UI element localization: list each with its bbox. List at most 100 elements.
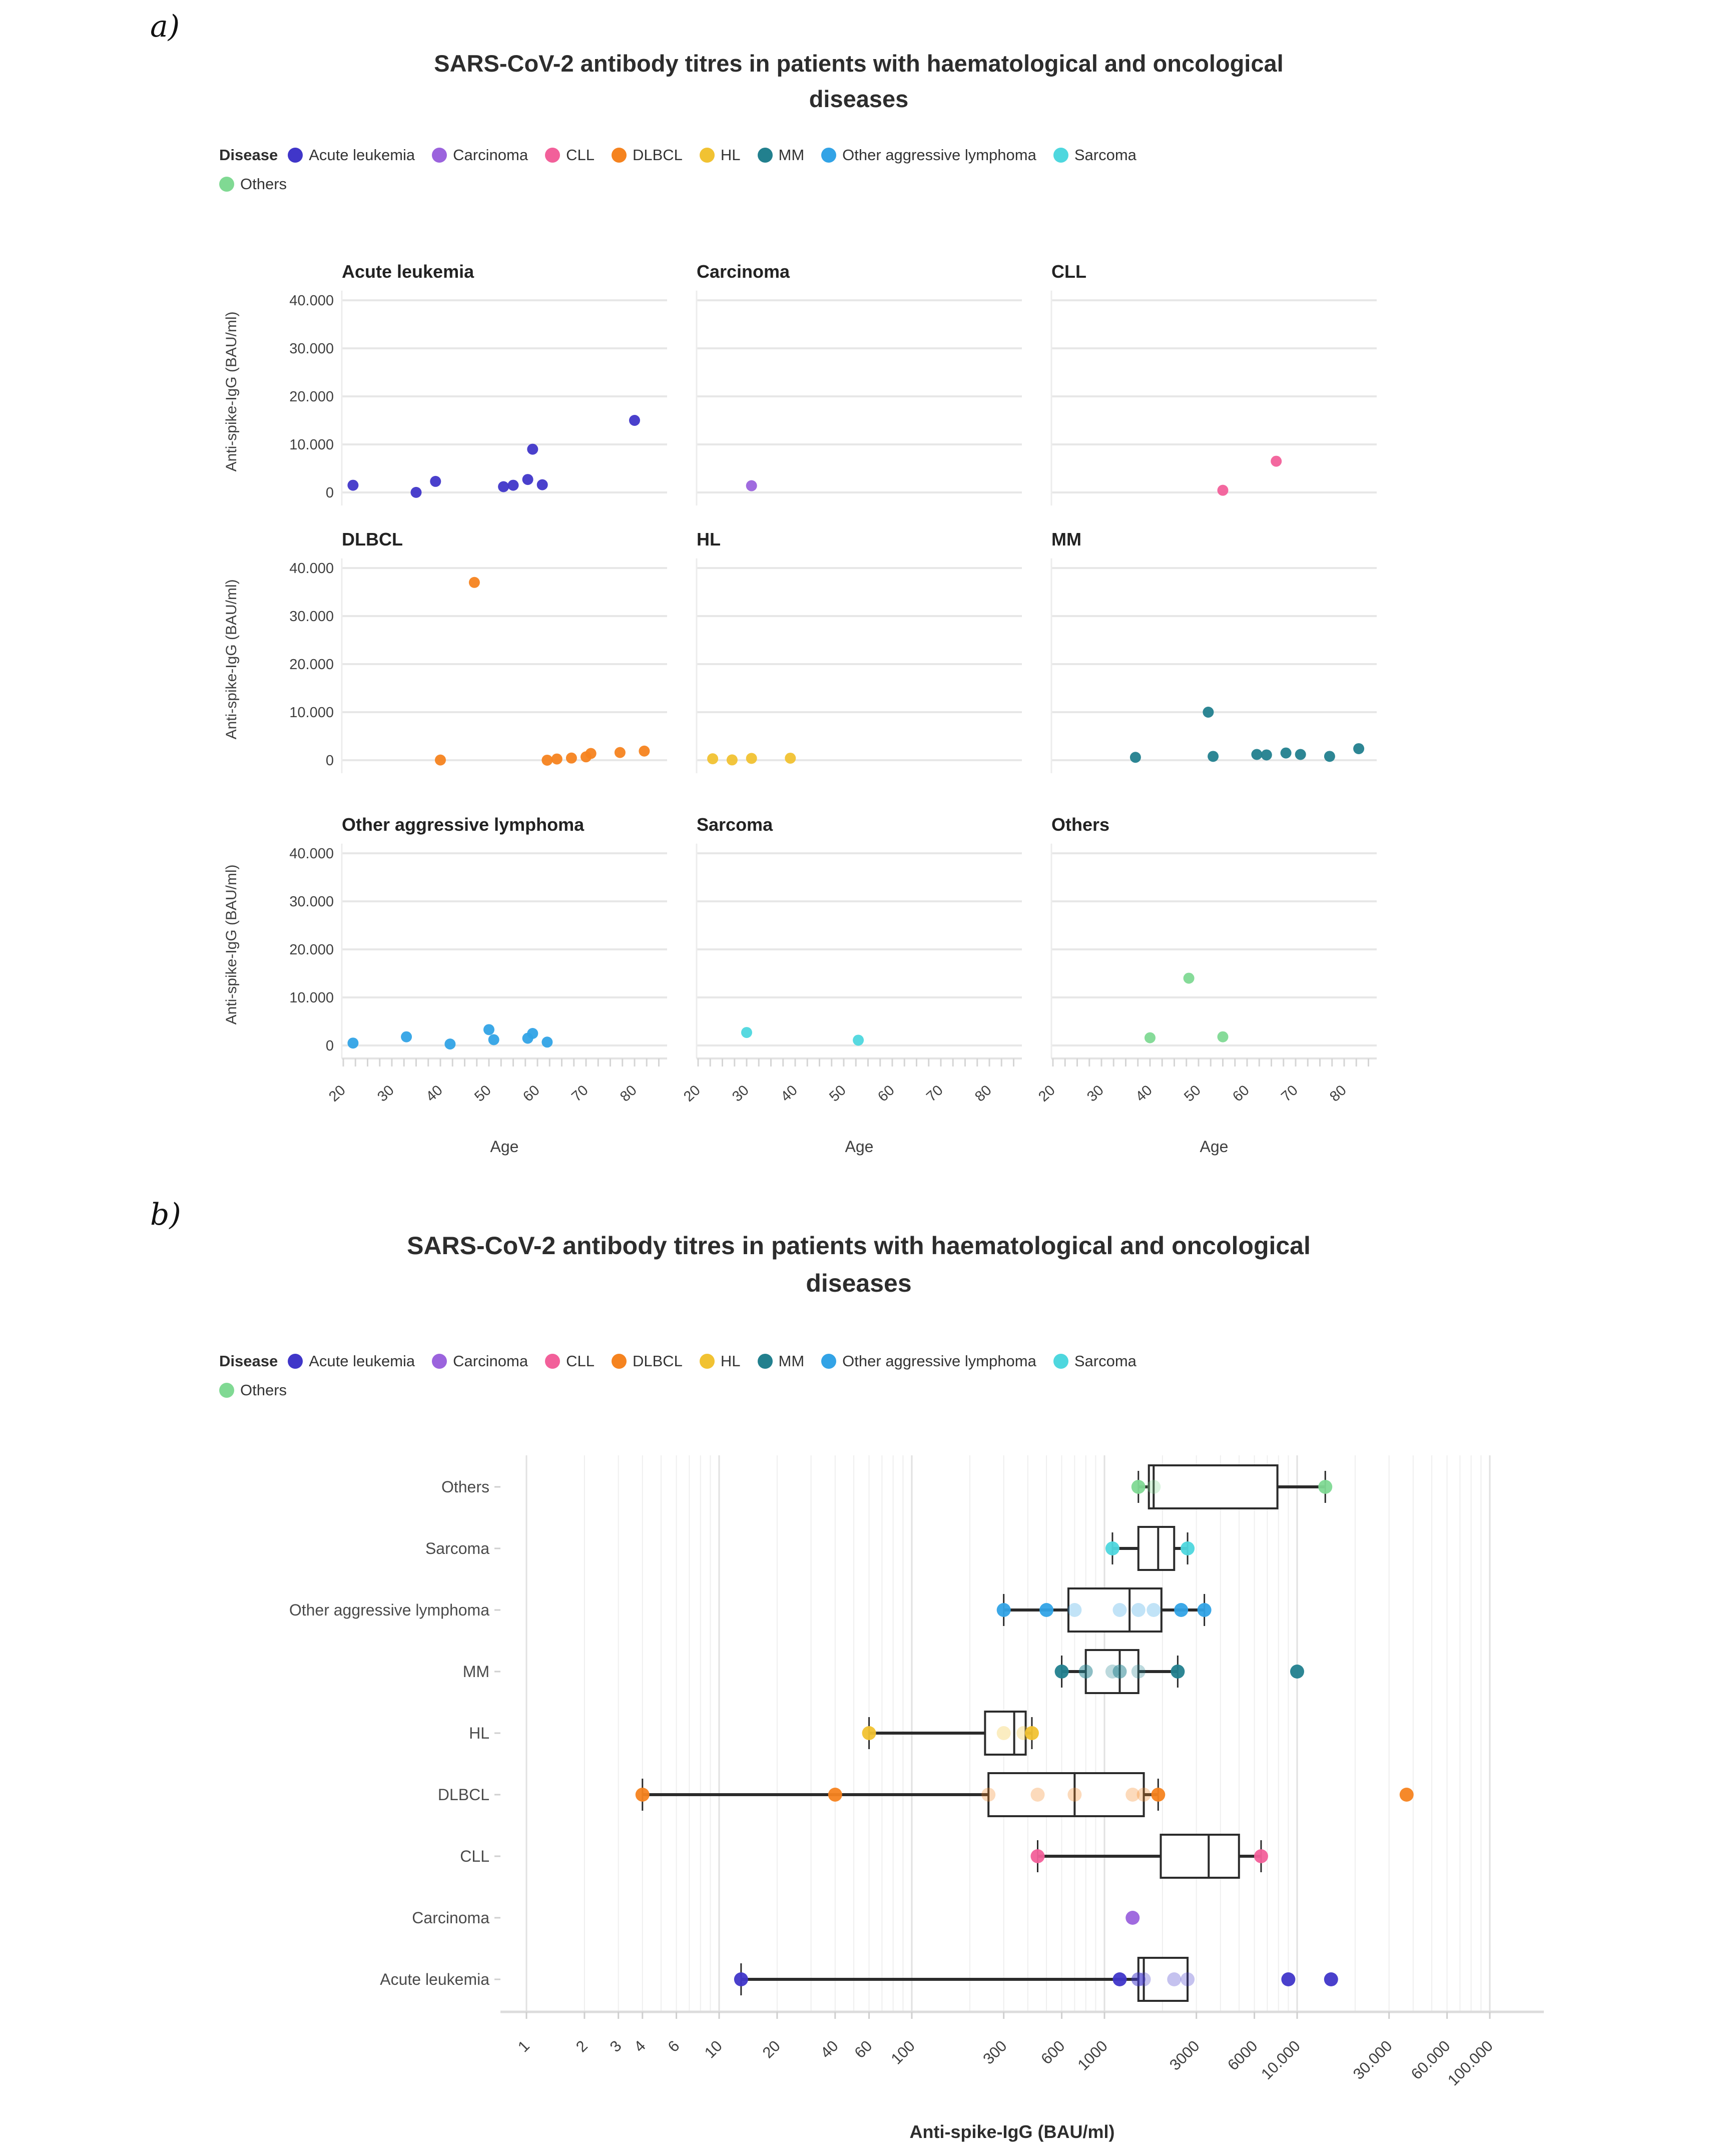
- box-point-mm[interactable]: [1078, 1665, 1093, 1679]
- box-point-sarcoma[interactable]: [1181, 1541, 1195, 1555]
- box-point-others[interactable]: [1318, 1480, 1333, 1494]
- box-point-other-aggressive-lymphoma[interactable]: [996, 1603, 1011, 1617]
- scatter-point-other-aggressive-lymphoma[interactable]: [527, 1028, 538, 1039]
- scatter-point-dlbcl[interactable]: [614, 747, 626, 758]
- scatter-point-dlbcl[interactable]: [585, 748, 597, 759]
- legend-item-dlbcl[interactable]: DLBCL: [611, 1352, 683, 1370]
- scatter-point-dlbcl[interactable]: [551, 753, 562, 765]
- legend-item-hl[interactable]: HL: [699, 146, 741, 164]
- scatter-point-dlbcl[interactable]: [639, 745, 650, 757]
- box-point-hl[interactable]: [996, 1726, 1011, 1740]
- box-point-dlbcl[interactable]: [981, 1788, 996, 1802]
- box-point-sarcoma[interactable]: [1105, 1541, 1119, 1555]
- box-point-cll[interactable]: [1254, 1849, 1268, 1863]
- scatter-point-mm[interactable]: [1129, 752, 1141, 763]
- box-point-acute-leukemia[interactable]: [1167, 1972, 1182, 1986]
- box-point-dlbcl[interactable]: [828, 1788, 842, 1802]
- legend-item-carcinoma[interactable]: Carcinoma: [432, 1352, 528, 1370]
- box-point-hl[interactable]: [1024, 1726, 1039, 1740]
- scatter-point-hl[interactable]: [746, 753, 757, 764]
- scatter-point-mm[interactable]: [1295, 749, 1306, 760]
- box-point-mm[interactable]: [1112, 1665, 1127, 1679]
- box-point-acute-leukemia[interactable]: [1324, 1972, 1338, 1986]
- box[interactable]: [1084, 1649, 1139, 1694]
- scatter-point-mm[interactable]: [1208, 751, 1219, 762]
- box-point-dlbcl[interactable]: [1399, 1788, 1414, 1802]
- legend-item-sarcoma[interactable]: Sarcoma: [1053, 146, 1136, 164]
- box-point-other-aggressive-lymphoma[interactable]: [1147, 1603, 1161, 1617]
- scatter-point-other-aggressive-lymphoma[interactable]: [541, 1036, 553, 1048]
- box-point-acute-leukemia[interactable]: [734, 1972, 748, 1986]
- box-point-mm[interactable]: [1078, 1665, 1093, 1679]
- legend-item-dlbcl[interactable]: DLBCL: [611, 146, 683, 164]
- scatter-point-acute-leukemia[interactable]: [522, 474, 533, 485]
- scatter-point-others[interactable]: [1183, 972, 1195, 984]
- scatter-point-other-aggressive-lymphoma[interactable]: [347, 1037, 359, 1049]
- box-point-others[interactable]: [1131, 1480, 1146, 1494]
- scatter-point-other-aggressive-lymphoma[interactable]: [483, 1024, 494, 1035]
- box-point-acute-leukemia[interactable]: [1281, 1972, 1296, 1986]
- scatter-point-others[interactable]: [1217, 1031, 1229, 1042]
- box-point-mm[interactable]: [1054, 1665, 1069, 1679]
- scatter-point-dlbcl[interactable]: [541, 754, 553, 766]
- legend-item-others[interactable]: Others: [219, 1381, 287, 1399]
- box-point-dlbcl[interactable]: [1125, 1788, 1140, 1802]
- box-point-other-aggressive-lymphoma[interactable]: [1174, 1603, 1189, 1617]
- scatter-point-mm[interactable]: [1324, 751, 1335, 762]
- box-point-mm[interactable]: [1171, 1665, 1185, 1679]
- scatter-point-mm[interactable]: [1280, 747, 1292, 759]
- legend-item-carcinoma[interactable]: Carcinoma: [432, 146, 528, 164]
- legend-item-cll[interactable]: CLL: [545, 146, 595, 164]
- scatter-point-other-aggressive-lymphoma[interactable]: [444, 1038, 456, 1050]
- scatter-point-hl[interactable]: [785, 752, 796, 764]
- box[interactable]: [1137, 1526, 1176, 1571]
- box-point-carcinoma[interactable]: [1125, 1911, 1140, 1925]
- box-point-mm[interactable]: [1112, 1665, 1127, 1679]
- box-point-other-aggressive-lymphoma[interactable]: [1131, 1603, 1146, 1617]
- legend-item-other-aggressive-lymphoma[interactable]: Other aggressive lymphoma: [821, 1352, 1036, 1370]
- scatter-point-carcinoma[interactable]: [746, 480, 757, 491]
- box-point-acute-leukemia[interactable]: [1112, 1972, 1127, 1986]
- scatter-point-dlbcl[interactable]: [435, 754, 446, 766]
- box-point-other-aggressive-lymphoma[interactable]: [1039, 1603, 1054, 1617]
- legend-item-cll[interactable]: CLL: [545, 1352, 595, 1370]
- legend-item-hl[interactable]: HL: [699, 1352, 741, 1370]
- box-point-mm[interactable]: [1290, 1665, 1304, 1679]
- scatter-point-acute-leukemia[interactable]: [347, 479, 359, 491]
- scatter-point-acute-leukemia[interactable]: [498, 481, 509, 492]
- box[interactable]: [987, 1772, 1145, 1817]
- scatter-point-hl[interactable]: [707, 753, 719, 765]
- box-point-mm[interactable]: [1105, 1665, 1119, 1679]
- scatter-point-acute-leukemia[interactable]: [507, 479, 519, 491]
- box-point-acute-leukemia[interactable]: [1131, 1972, 1146, 1986]
- box-point-other-aggressive-lymphoma[interactable]: [1112, 1603, 1127, 1617]
- box-point-other-aggressive-lymphoma[interactable]: [1197, 1603, 1212, 1617]
- scatter-point-dlbcl[interactable]: [468, 577, 480, 588]
- scatter-point-cll[interactable]: [1217, 484, 1229, 496]
- legend-item-other-aggressive-lymphoma[interactable]: Other aggressive lymphoma: [821, 146, 1036, 164]
- box-point-dlbcl[interactable]: [1067, 1788, 1082, 1802]
- box-point-dlbcl[interactable]: [1151, 1788, 1166, 1802]
- scatter-point-acute-leukemia[interactable]: [410, 486, 422, 498]
- scatter-point-acute-leukemia[interactable]: [536, 479, 548, 490]
- box-point-dlbcl[interactable]: [1030, 1788, 1045, 1802]
- legend-item-mm[interactable]: MM: [757, 1352, 804, 1370]
- box-point-acute-leukemia[interactable]: [1181, 1972, 1195, 1986]
- legend-item-mm[interactable]: MM: [757, 146, 804, 164]
- box-point-other-aggressive-lymphoma[interactable]: [1067, 1603, 1082, 1617]
- scatter-point-others[interactable]: [1144, 1032, 1156, 1043]
- legend-item-acute-leukemia[interactable]: Acute leukemia: [288, 1352, 415, 1370]
- scatter-point-mm[interactable]: [1251, 749, 1263, 760]
- box-point-cll[interactable]: [1030, 1849, 1045, 1863]
- scatter-point-sarcoma[interactable]: [741, 1027, 752, 1038]
- scatter-point-acute-leukemia[interactable]: [527, 443, 538, 455]
- scatter-point-mm[interactable]: [1261, 749, 1272, 761]
- scatter-point-sarcoma[interactable]: [853, 1034, 864, 1046]
- box-point-dlbcl[interactable]: [635, 1788, 650, 1802]
- scatter-point-mm[interactable]: [1353, 743, 1365, 754]
- scatter-point-mm[interactable]: [1203, 707, 1214, 718]
- legend-item-acute-leukemia[interactable]: Acute leukemia: [288, 146, 415, 164]
- box-point-acute-leukemia[interactable]: [1136, 1972, 1151, 1986]
- scatter-point-other-aggressive-lymphoma[interactable]: [401, 1031, 412, 1042]
- box[interactable]: [1148, 1464, 1279, 1509]
